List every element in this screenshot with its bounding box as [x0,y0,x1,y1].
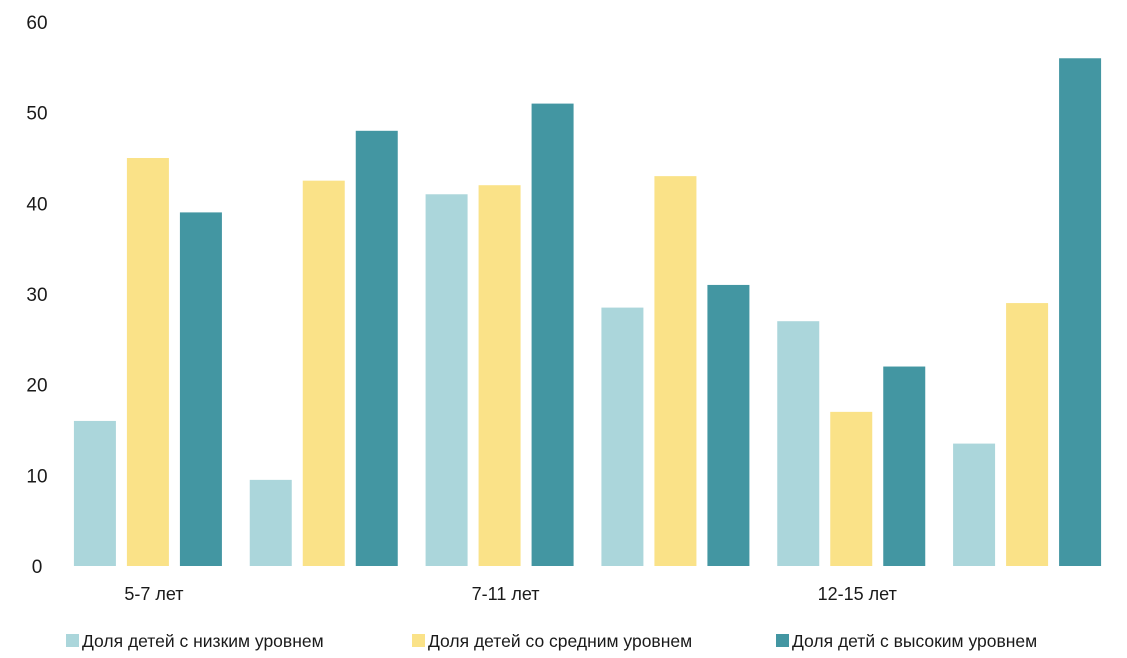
bar [1006,303,1049,566]
bar [179,212,222,566]
bar [425,194,468,566]
bar [830,411,873,566]
legend-label: Доля детй с высоким уровнем [792,631,1037,651]
bar [883,366,926,566]
y-axis-ticks: 0 10 20 30 40 50 60 [26,13,47,578]
y-tick-label: 20 [26,376,47,397]
bar [249,479,292,566]
y-tick-label: 60 [26,13,47,34]
bar [73,420,116,566]
y-tick-label: 10 [26,466,47,487]
legend-label: Доля детей с низким уровнем [82,631,324,651]
bar [302,180,345,566]
bar [355,130,398,567]
bar [777,321,820,566]
bar [531,103,574,566]
y-tick-label: 50 [26,104,47,125]
legend-swatch [66,634,79,647]
y-tick-label: 40 [26,194,47,215]
bar [126,158,169,566]
x-category-label: 12-15 лет [818,584,897,604]
bar [953,443,996,566]
x-category-label: 7-11 лет [472,584,540,604]
bar [1059,58,1102,567]
legend-label: Доля детей со средним уровнем [428,631,692,651]
bar [654,176,697,566]
y-tick-label: 30 [26,285,47,306]
bar [707,284,750,566]
y-tick-label: 0 [32,557,43,578]
x-axis-labels: 5-7 лет 7-11 лет 12-15 лет [124,584,897,604]
legend-swatch [776,634,789,647]
legend: Доля детей с низким уровнем Доля детей со… [66,631,1037,651]
x-category-label: 5-7 лет [124,584,183,604]
legend-swatch [412,634,425,647]
bar [478,185,521,566]
bars [73,58,1102,567]
bar [601,307,644,566]
